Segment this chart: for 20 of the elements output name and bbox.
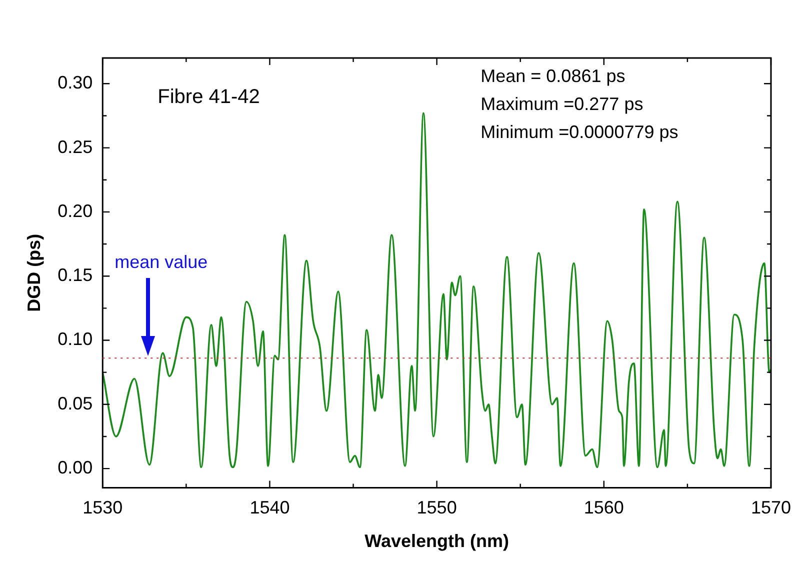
y-tick-label: 0.25 [58,136,93,157]
annotation: Fibre 41-42 [158,86,260,108]
annotation: Minimum =0.0000779 ps [480,122,678,142]
y-tick-label: 0.10 [58,329,93,350]
x-axis-title: Wavelength (nm) [364,531,509,552]
y-tick-label: 0.30 [58,72,93,93]
annotation: Maximum =0.277 ps [480,94,644,114]
annotation: mean value [114,252,208,272]
x-tick-label: 1560 [584,498,624,518]
x-tick-label: 1530 [82,498,123,518]
y-tick-label: 0.15 [58,265,93,286]
y-tick-label: 0.00 [58,458,93,478]
y-tick-label: 0.20 [58,200,93,221]
x-tick-label: 1570 [750,498,791,518]
x-tick-label: 1540 [250,498,290,518]
x-tick-label: 1550 [416,498,457,518]
line-series [102,112,771,468]
y-axis-title: DGD (ps) [24,234,44,312]
y-tick-label: 0.05 [58,393,93,414]
annotation: Mean = 0.0861 ps [480,66,626,86]
